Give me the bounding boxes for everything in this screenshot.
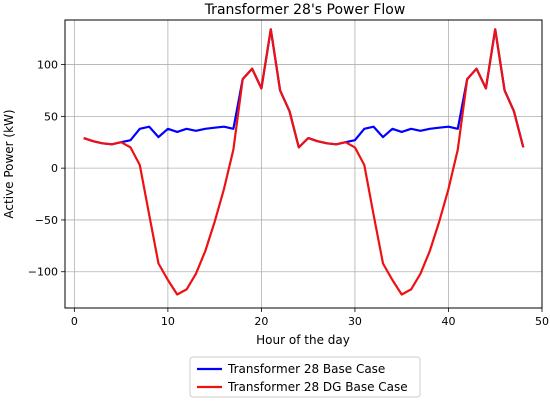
x-tick-label: 10 <box>161 315 175 328</box>
series-line-1 <box>83 28 525 149</box>
y-axis: −100 −50 0 50 100 <box>28 59 65 279</box>
legend-box <box>189 356 421 398</box>
x-tick-label: 50 <box>535 315 549 328</box>
grid <box>65 20 543 308</box>
series-line-2 <box>83 28 525 296</box>
y-tick-label: 0 <box>51 162 58 175</box>
plot-frame <box>64 19 543 309</box>
y-tick-label: 50 <box>44 110 58 123</box>
legend-label: Transformer 28 DG Base Case <box>227 380 408 394</box>
x-tick-label: 20 <box>254 315 268 328</box>
x-axis: 0 10 20 30 40 50 <box>71 308 549 328</box>
x-tick-label: 30 <box>348 315 362 328</box>
x-tick-label: 0 <box>71 315 78 328</box>
x-axis-label: Hour of the day <box>256 333 350 347</box>
series-lines <box>83 28 525 296</box>
legend-label: Transformer 28 Base Case <box>227 362 385 376</box>
legend: Transformer 28 Base Case Transformer 28 D… <box>189 356 421 398</box>
x-tick-label: 40 <box>441 315 455 328</box>
y-tick-label: 100 <box>37 59 58 72</box>
y-axis-label: Active Power (kW) <box>2 109 16 218</box>
y-tick-label: −100 <box>28 266 58 279</box>
y-tick-label: −50 <box>35 214 58 227</box>
chart-title: Transformer 28's Power Flow <box>204 2 406 18</box>
